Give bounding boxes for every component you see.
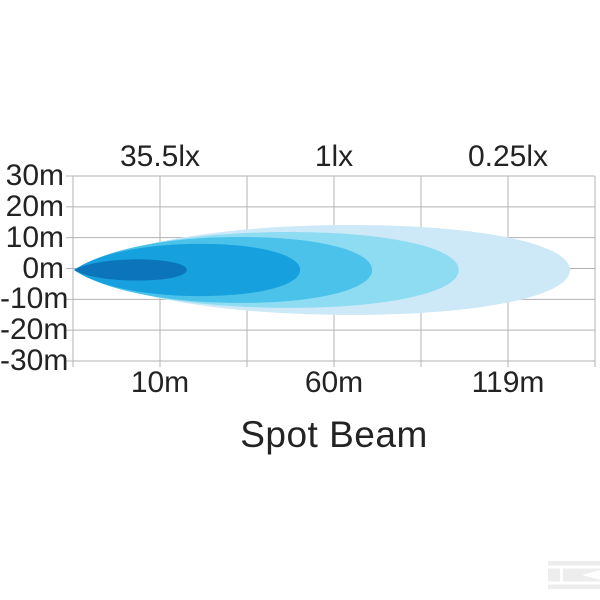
y-axis-tick-label: 20m — [5, 189, 64, 223]
y-axis-tick-label: -20m — [0, 313, 69, 347]
kramp-logo-watermark — [548, 561, 600, 589]
beam-layer-hotspot-core — [74, 259, 187, 281]
y-axis-tick-label: 10m — [5, 220, 64, 254]
y-axis-tick-label: -30m — [0, 344, 69, 377]
beam-layer-zone-2 — [74, 243, 301, 297]
x-axis-tick-label: 60m — [304, 366, 364, 399]
chart-title: Spot Beam — [240, 414, 428, 455]
y-axis-tick-label: 0m — [22, 251, 64, 285]
top-axis-lux-label: 35.5lx — [119, 140, 201, 173]
y-axis-tick-label: 30m — [5, 159, 64, 192]
x-axis-tick-label: 10m — [130, 366, 190, 399]
x-axis-tick-label: 119m — [471, 366, 545, 399]
top-axis-lux-label: 0.25lx — [467, 140, 549, 173]
top-axis-lux-label: 1lx — [314, 140, 354, 173]
y-axis-tick-label: -10m — [0, 282, 69, 316]
